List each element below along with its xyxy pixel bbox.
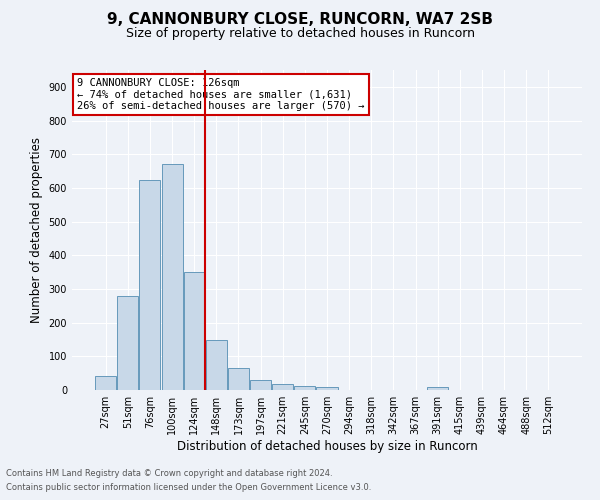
- Bar: [184, 272, 205, 390]
- Text: 9 CANNONBURY CLOSE: 126sqm
← 74% of detached houses are smaller (1,631)
26% of s: 9 CANNONBURY CLOSE: 126sqm ← 74% of deta…: [77, 78, 365, 111]
- Bar: [228, 368, 249, 390]
- Bar: [427, 387, 448, 390]
- Text: 9, CANNONBURY CLOSE, RUNCORN, WA7 2SB: 9, CANNONBURY CLOSE, RUNCORN, WA7 2SB: [107, 12, 493, 28]
- Bar: [272, 384, 293, 390]
- Bar: [250, 380, 271, 390]
- Text: Size of property relative to detached houses in Runcorn: Size of property relative to detached ho…: [125, 28, 475, 40]
- X-axis label: Distribution of detached houses by size in Runcorn: Distribution of detached houses by size …: [176, 440, 478, 453]
- Bar: [95, 376, 116, 390]
- Bar: [139, 180, 160, 390]
- Text: Contains HM Land Registry data © Crown copyright and database right 2024.: Contains HM Land Registry data © Crown c…: [6, 468, 332, 477]
- Bar: [295, 386, 316, 390]
- Y-axis label: Number of detached properties: Number of detached properties: [30, 137, 43, 323]
- Bar: [118, 296, 139, 390]
- Bar: [206, 340, 227, 390]
- Text: Contains public sector information licensed under the Open Government Licence v3: Contains public sector information licen…: [6, 484, 371, 492]
- Bar: [161, 164, 182, 390]
- Bar: [316, 386, 338, 390]
